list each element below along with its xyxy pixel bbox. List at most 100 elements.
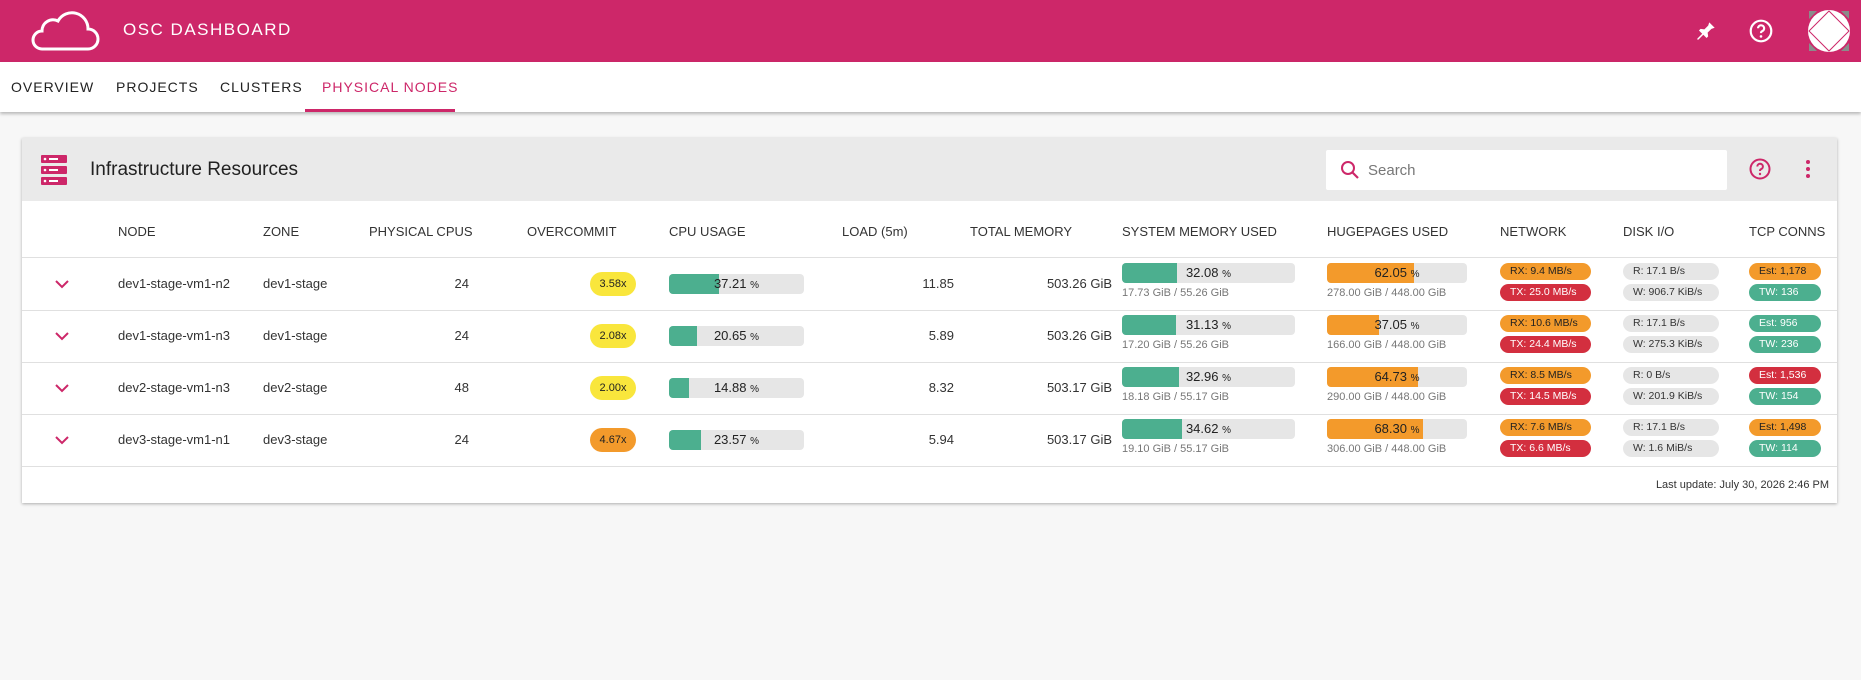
tab-physical-nodes[interactable]: PHYSICAL NODES [322, 79, 459, 95]
hugepages-value: 62.05 % [1374, 265, 1420, 280]
hugepages-detail: 290.00 GiB / 448.00 GiB [1327, 391, 1447, 403]
hugepages-fill [1327, 419, 1423, 439]
column-header-cpu-usage[interactable]: CPU USAGE [669, 224, 746, 239]
cpu-usage-fill [669, 378, 690, 398]
physical-cpus: 24 [454, 328, 469, 343]
system-memory-bar: 32.08 % [1122, 263, 1295, 283]
disk-write-badge: W: 906.7 KiB/s [1623, 284, 1719, 301]
system-memory-bar: 31.13 % [1122, 315, 1295, 335]
load-5m: 8.32 [928, 380, 954, 395]
table-row[interactable]: dev1-stage-vm1-n2 dev1-stage 24 3.58x 37… [22, 258, 1837, 310]
table-row[interactable]: dev2-stage-vm1-n3 dev2-stage 48 2.00x 14… [22, 362, 1837, 414]
node-name[interactable]: dev1-stage-vm1-n3 [118, 328, 230, 343]
network-rx-badge: RX: 9.4 MB/s [1500, 263, 1591, 280]
system-memory-fill [1122, 315, 1176, 335]
system-memory-detail: 17.73 GiB / 55.26 GiB [1122, 287, 1230, 299]
hugepages-bar: 68.30 % [1327, 419, 1467, 439]
total-memory: 503.17 GiB [1046, 432, 1112, 447]
cpu-usage-value: 37.21 % [713, 276, 760, 291]
table-row[interactable]: dev3-stage-vm1-n1 dev3-stage 24 4.67x 23… [22, 414, 1837, 466]
column-header-load[interactable]: LOAD (5m) [842, 224, 908, 239]
node-name[interactable]: dev1-stage-vm1-n2 [118, 276, 230, 291]
network-rx-badge: RX: 7.6 MB/s [1500, 419, 1591, 436]
panel-header: Infrastructure Resources [22, 138, 1837, 201]
hugepages-fill [1327, 367, 1418, 387]
column-header-tcp-conns[interactable]: TCP CONNS [1749, 224, 1826, 239]
disk-write-badge: W: 1.6 MiB/s [1623, 440, 1719, 457]
row-divider [22, 414, 1837, 415]
column-header-zone[interactable]: ZONE [263, 224, 300, 239]
tcp-time-wait-badge: TW: 236 [1749, 336, 1821, 353]
node-name[interactable]: dev2-stage-vm1-n3 [118, 380, 230, 395]
network-tx-badge: TX: 6.6 MB/s [1500, 440, 1591, 457]
disk-read-badge: R: 17.1 B/s [1623, 263, 1719, 280]
node-name[interactable]: dev3-stage-vm1-n1 [118, 432, 230, 447]
hugepages-bar: 64.73 % [1327, 367, 1467, 387]
tab-overview[interactable]: OVERVIEW [11, 79, 95, 95]
column-header-overcommit[interactable]: OVERCOMMIT [527, 224, 617, 239]
column-header-total-memory[interactable]: TOTAL MEMORY [970, 224, 1073, 239]
footer-divider [22, 466, 1837, 467]
hugepages-detail: 278.00 GiB / 448.00 GiB [1327, 287, 1447, 299]
overcommit-badge: 4.67x [590, 428, 636, 452]
column-header-hugepages-used[interactable]: HUGEPAGES USED [1327, 224, 1449, 239]
cpu-usage-value: 14.88 % [713, 380, 760, 395]
network-rx-badge: RX: 10.6 MB/s [1500, 315, 1591, 332]
search-icon [1341, 161, 1359, 179]
cpu-usage-value: 23.57 % [713, 432, 760, 447]
hugepages-fill [1327, 315, 1379, 335]
search-box [1326, 150, 1727, 190]
overcommit-badge: 2.08x [590, 324, 636, 348]
tcp-established-badge: Est: 1,536 [1749, 367, 1821, 384]
overcommit-badge: 2.00x [590, 376, 636, 400]
infrastructure-panel: Infrastructure Resources NODE ZONE PHYSI… [22, 138, 1837, 503]
cpu-usage-fill [669, 326, 697, 346]
hugepages-value: 68.30 % [1374, 421, 1420, 436]
system-memory-fill [1122, 367, 1180, 387]
more-vert-icon[interactable] [1796, 157, 1820, 181]
expand-chevron-icon[interactable] [52, 430, 72, 450]
network-tx-badge: TX: 24.4 MB/s [1500, 336, 1591, 353]
tab-projects[interactable]: PROJECTS [116, 79, 199, 95]
column-header-node[interactable]: NODE [118, 224, 156, 239]
disk-read-badge: R: 0 B/s [1623, 367, 1719, 384]
network-rx-badge: RX: 8.5 MB/s [1500, 367, 1591, 384]
last-update-text: Last update: July 30, 2026 2:46 PM [1655, 479, 1829, 491]
help-icon[interactable] [1748, 18, 1774, 44]
zone: dev1-stage [263, 328, 328, 343]
load-5m: 5.89 [928, 328, 954, 343]
disk-read-badge: R: 17.1 B/s [1623, 419, 1719, 436]
total-memory: 503.17 GiB [1046, 380, 1112, 395]
expand-chevron-icon[interactable] [52, 274, 72, 294]
cloud-logo-icon[interactable] [28, 9, 100, 53]
hugepages-detail: 306.00 GiB / 448.00 GiB [1327, 443, 1447, 455]
load-5m: 11.85 [922, 276, 954, 291]
user-avatar[interactable] [1807, 9, 1851, 53]
hugepages-bar: 62.05 % [1327, 263, 1467, 283]
system-memory-value: 34.62 % [1185, 421, 1232, 436]
pin-icon[interactable] [1693, 18, 1719, 44]
expand-chevron-icon[interactable] [52, 378, 72, 398]
column-header-system-memory-used[interactable]: SYSTEM MEMORY USED [1122, 224, 1277, 239]
table-row[interactable]: dev1-stage-vm1-n3 dev1-stage 24 2.08x 20… [22, 310, 1837, 362]
physical-cpus: 24 [454, 276, 469, 291]
disk-read-badge: R: 17.1 B/s [1623, 315, 1719, 332]
search-input[interactable] [1368, 150, 1718, 190]
physical-cpus: 48 [454, 380, 469, 395]
cpu-usage-fill [669, 274, 720, 294]
column-header-physical-cpus[interactable]: PHYSICAL CPUS [369, 224, 473, 239]
network-tx-badge: TX: 14.5 MB/s [1500, 388, 1591, 405]
hugepages-value: 37.05 % [1374, 317, 1420, 332]
system-memory-value: 31.13 % [1185, 317, 1232, 332]
total-memory: 503.26 GiB [1046, 328, 1112, 343]
column-header-network[interactable]: NETWORK [1500, 224, 1567, 239]
help-icon[interactable] [1748, 157, 1772, 181]
cpu-usage-bar: 23.57 % [669, 430, 804, 450]
cpu-usage-bar: 37.21 % [669, 274, 804, 294]
panel-title: Infrastructure Resources [90, 159, 299, 180]
disk-write-badge: W: 201.9 KiB/s [1623, 388, 1719, 405]
tab-clusters[interactable]: CLUSTERS [220, 79, 303, 95]
expand-chevron-icon[interactable] [52, 326, 72, 346]
column-header-disk-io[interactable]: DISK I/O [1623, 224, 1675, 239]
system-memory-value: 32.96 % [1185, 369, 1232, 384]
